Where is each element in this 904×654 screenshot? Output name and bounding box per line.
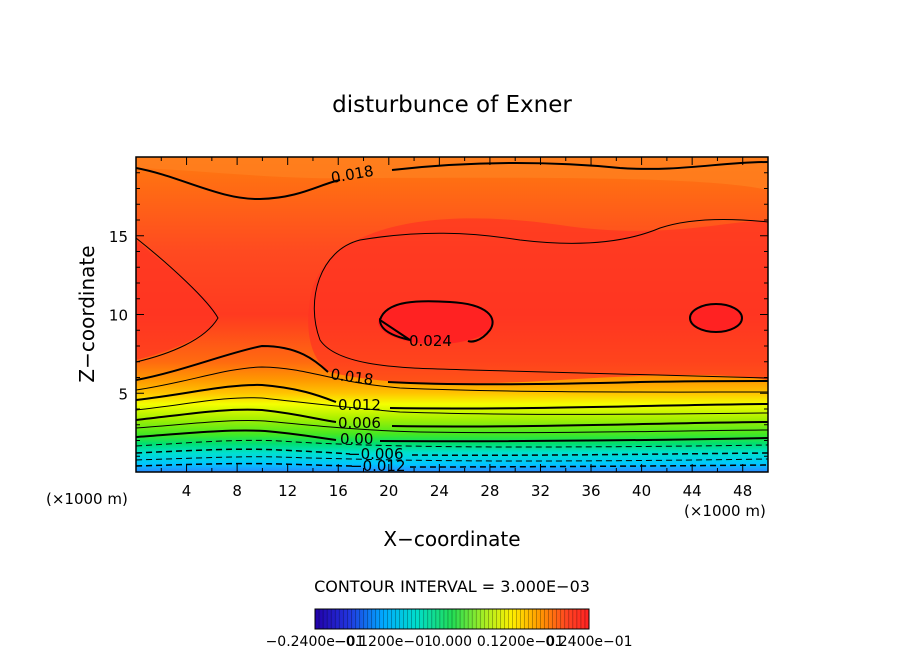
y-tick-label: 15: [109, 228, 128, 246]
colorbar-frame: [314, 608, 590, 630]
contour-line: [689, 303, 743, 333]
x-tick-label: 4: [182, 482, 192, 500]
x-tick-label: 16: [329, 482, 348, 500]
colorbar-label: 0.1200e−01: [477, 634, 564, 650]
contour-label: −0.006: [348, 445, 404, 463]
contour-label: 0.024: [409, 332, 452, 350]
colorbar: [314, 608, 590, 630]
x-tick-label: 44: [683, 482, 702, 500]
x-axis: 4 8 12 16 20 24 28 32 36 40 44 48: [160, 157, 752, 500]
colorbar-labels: −0.2400e−01−0.1200e−01 0.000 0.1200e−010.2…: [266, 634, 633, 650]
contour-label: 0.006: [338, 414, 381, 432]
contour-line: [136, 397, 768, 415]
x-tick-label: 12: [278, 482, 297, 500]
colorbar-label: −0.1200e−01: [334, 634, 433, 650]
y-axis-label: Z−coordinate: [75, 245, 99, 382]
contour-line: [136, 408, 768, 428]
high-region-left: [136, 240, 218, 360]
contour-line: [378, 300, 494, 343]
y-tick-label: 5: [118, 385, 128, 403]
y-tick-label: 10: [109, 307, 128, 325]
x-unit-left: (×1000 m): [46, 490, 128, 508]
x-tick-label: 40: [632, 482, 651, 500]
contour-fill: [136, 157, 768, 472]
x-tick-label: 24: [430, 482, 449, 500]
contour-line: [136, 456, 768, 462]
contour-interval: CONTOUR INTERVAL = 3.000E−03: [314, 577, 590, 596]
contour-line: [136, 462, 768, 468]
contour-lines: [136, 161, 768, 468]
colorbar-label: −0.2400e−01: [266, 634, 365, 650]
contour-label: 0.012: [338, 396, 381, 414]
max-cell-center: [378, 300, 494, 344]
chart-title: disturbunce of Exner: [332, 92, 572, 118]
x-tick-label: 28: [480, 482, 499, 500]
x-axis-label: X−coordinate: [383, 527, 520, 551]
contour-line: [136, 344, 768, 386]
upper-band: [136, 157, 768, 190]
contour-line: [136, 366, 768, 393]
high-region-center: [308, 218, 768, 384]
contour-line: [136, 448, 768, 457]
x-tick-label: 48: [733, 482, 752, 500]
colorbar-label: 0.000: [432, 634, 472, 650]
x-tick-label: 32: [531, 482, 550, 500]
colorbar-stripes: [318, 609, 586, 629]
colorbar-label: 0.2400e−01: [545, 634, 632, 650]
contour-line: [136, 429, 768, 443]
contour-line: [136, 161, 768, 201]
x-tick-label: 20: [379, 482, 398, 500]
contour-line: [136, 383, 768, 410]
contour-label: 0.00: [340, 430, 373, 448]
contour-line: [136, 420, 768, 434]
x-tick-label: 36: [581, 482, 600, 500]
contour-label: 0.018: [329, 365, 374, 389]
max-cell-right: [690, 303, 742, 333]
contour-line: [136, 219, 768, 379]
x-tick-label: 8: [232, 482, 242, 500]
y-axis: 5 10 15: [109, 172, 768, 457]
contour-line: [136, 439, 768, 448]
x-unit-right: (×1000 m): [684, 502, 766, 520]
